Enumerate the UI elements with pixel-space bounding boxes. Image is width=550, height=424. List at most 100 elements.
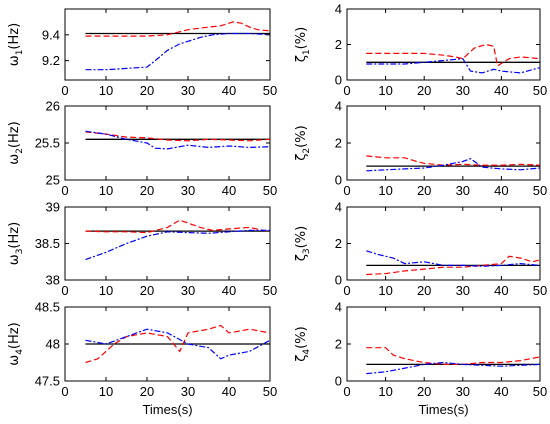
x-tick-label: 20 — [140, 183, 154, 198]
series-line-blue — [366, 158, 540, 172]
x-tick-label: 0 — [343, 83, 350, 98]
x-tick-label: 30 — [456, 83, 470, 98]
y-tick-label: 25 — [46, 173, 60, 188]
x-tick-label: 10 — [99, 183, 113, 198]
panel-zeta3: 0 10 20 30 40 50 0 2 4 ζ3(%) — [294, 200, 547, 299]
y-tick-label: 38.5 — [35, 236, 60, 251]
series-line-red — [85, 131, 270, 142]
y-tick-label: 38 — [46, 273, 60, 288]
y-tick-label: 4 — [335, 99, 342, 114]
panel-omega4: 0 10 20 30 40 50 47.5 48 48.5 ω4(Hz) — [7, 300, 277, 400]
x-tick-label: 40 — [222, 283, 236, 298]
y-axis-label-unit: (%) — [294, 226, 309, 249]
y-tick-label: 0 — [335, 374, 342, 389]
x-tick-label: 0 — [61, 384, 68, 399]
series-line-red — [85, 21, 270, 37]
y-axis-label-unit: (%) — [294, 326, 309, 349]
y-axis-label-unit: (Hz) — [7, 322, 22, 349]
y-axis-label-symbol: ω — [7, 254, 22, 265]
x-tick-label: 30 — [181, 183, 195, 198]
x-tick-label: 10 — [99, 283, 113, 298]
y-axis-label: ζ2(%) — [294, 125, 312, 160]
y-axis-label-unit: (%) — [294, 125, 309, 148]
x-tick-label: 20 — [417, 183, 431, 198]
x-tick-label: 20 — [417, 384, 431, 399]
series-line-blue — [85, 32, 270, 71]
x-tick-label: 30 — [456, 183, 470, 198]
y-tick-label: 39 — [46, 200, 60, 215]
y-tick-label: 4 — [335, 300, 342, 315]
x-tick-label: 30 — [181, 283, 195, 298]
y-axis-label-unit: (%) — [294, 27, 309, 50]
y-axis-label-symbol: ζ — [294, 154, 309, 161]
plot-frame — [64, 105, 271, 181]
series-line-blue — [366, 361, 540, 375]
y-axis-label-subscript: 1 — [15, 50, 25, 56]
y-axis-label-symbol: ω — [7, 355, 22, 366]
x-tick-label: 0 — [61, 83, 68, 98]
series-line-blue — [85, 328, 270, 360]
y-tick-label: 26 — [46, 99, 60, 114]
y-axis-label-subscript: 2 — [15, 148, 25, 154]
y-axis-label-unit: (Hz) — [7, 23, 22, 50]
x-tick-label: 30 — [456, 283, 470, 298]
y-tick-label: 2 — [335, 337, 342, 352]
y-axis-label-symbol: ζ — [294, 355, 309, 362]
x-tick-label: 50 — [263, 183, 277, 198]
y-tick-label: 0 — [335, 73, 342, 88]
y-axis-label-subscript: 3 — [15, 249, 25, 255]
y-tick-label: 9.2 — [42, 53, 60, 68]
y-axis-label-subscript: 4 — [15, 349, 25, 355]
x-tick-label: 50 — [533, 83, 547, 98]
plot-frame — [64, 8, 271, 81]
panel-omega3: 0 10 20 30 40 50 38 38.5 39 ω3(Hz) — [7, 200, 277, 299]
x-tick-label: 0 — [61, 183, 68, 198]
y-axis-label: ζ1(%) — [294, 27, 312, 62]
y-tick-label: 25.5 — [35, 136, 60, 151]
series-line-red — [85, 219, 270, 234]
x-tick-label: 20 — [140, 384, 154, 399]
y-tick-label: 48 — [46, 337, 60, 352]
series-line-blue — [85, 130, 270, 150]
y-tick-label: 47.5 — [35, 374, 60, 389]
plot-frame — [346, 206, 541, 281]
series-line-blue — [366, 250, 540, 267]
y-tick-label: 4 — [335, 2, 342, 17]
panel-zeta1: 0 10 20 30 40 50 0 2 4 ζ1(%) — [294, 2, 547, 99]
y-tick-label: 0 — [335, 273, 342, 288]
series-line-blue — [85, 229, 270, 261]
y-tick-label: 0 — [335, 173, 342, 188]
y-axis-label: ω1(Hz) — [7, 23, 25, 66]
y-tick-label: 2 — [335, 236, 342, 251]
y-axis-label: ω3(Hz) — [7, 222, 25, 265]
x-tick-label: 30 — [181, 384, 195, 399]
x-tick-label: 0 — [61, 283, 68, 298]
x-tick-label: 20 — [417, 283, 431, 298]
x-tick-label: 50 — [263, 283, 277, 298]
y-axis-label: ω2(Hz) — [7, 121, 25, 164]
x-tick-label: 20 — [417, 83, 431, 98]
x-tick-label: 10 — [378, 83, 392, 98]
x-tick-label: 10 — [99, 83, 113, 98]
y-tick-label: 2 — [335, 136, 342, 151]
series-line-red — [366, 43, 540, 67]
x-tick-label: 0 — [343, 183, 350, 198]
x-tick-label: 20 — [140, 83, 154, 98]
x-tick-label: 40 — [222, 183, 236, 198]
x-tick-label: 10 — [378, 384, 392, 399]
y-axis-label-unit: (Hz) — [7, 222, 22, 249]
x-tick-label: 0 — [343, 283, 350, 298]
panel-omega2: 0 10 20 30 40 50 25 25.5 26 ω2(Hz) — [7, 99, 277, 199]
x-tick-label: 40 — [494, 283, 508, 298]
x-tick-label: 40 — [494, 183, 508, 198]
y-axis-label-subscript: 2 — [302, 148, 312, 154]
series-line-red — [85, 324, 270, 364]
x-tick-label: 40 — [222, 384, 236, 399]
y-axis-label: ω4(Hz) — [7, 322, 25, 365]
plot-frame — [64, 206, 271, 281]
series-line-blue — [366, 58, 540, 74]
plot-frame — [346, 306, 541, 382]
x-axis-label: Times(s) — [418, 402, 468, 417]
